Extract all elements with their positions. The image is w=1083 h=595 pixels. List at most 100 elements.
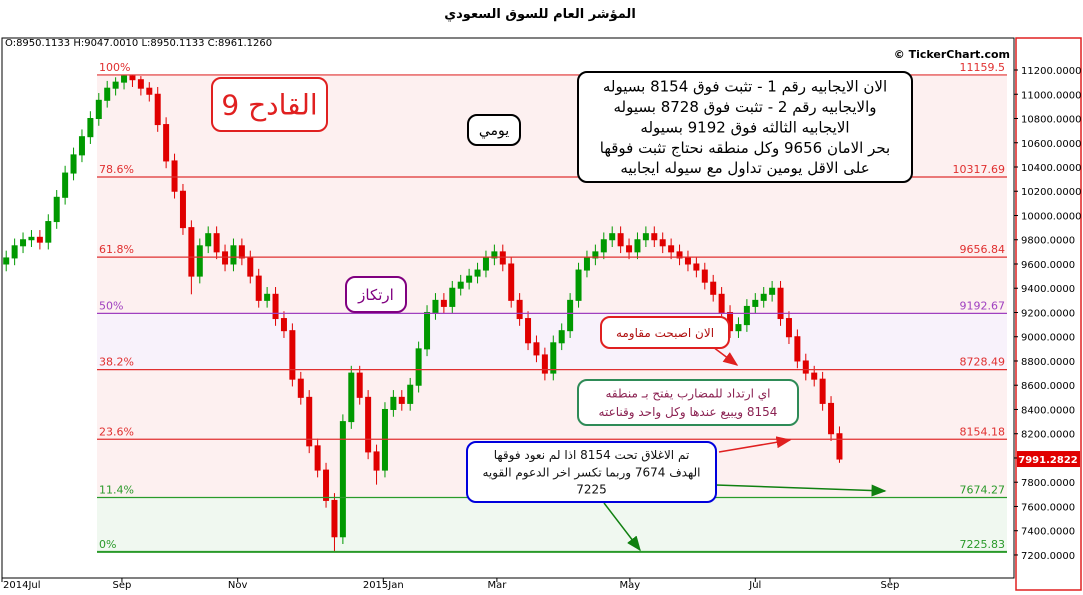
candle-body [828,402,835,435]
candle-body [794,336,801,362]
y-tick-label: 9000.0000 [1021,333,1075,344]
candle-body [693,263,700,271]
annotation-box [467,114,521,146]
fib-value: 10317.69 [953,163,1006,176]
candle-body [701,269,708,283]
candle-body [626,245,633,253]
candle-body [390,396,397,410]
fib-value: 7225.83 [960,538,1006,551]
candle-body [508,263,515,301]
fib-percent: 50% [99,299,123,312]
candle-body [78,136,85,156]
x-tick-label: 2014Jul [3,580,41,591]
annotation-box [600,316,730,349]
candle-body [11,245,18,259]
arrows [603,346,887,552]
candle-body [777,287,784,320]
candle-body [482,257,489,271]
candle-body [819,378,826,404]
candle-body [752,299,759,307]
candle-body [3,257,10,265]
fib-value: 8154.18 [960,425,1006,438]
candle-body [365,396,372,453]
candle-body [541,354,548,374]
candle-body [710,281,717,295]
annotation-text: الايجابيه الثالثه فوق 9192 بسيوله [640,118,849,136]
fib-percent: 61.8% [99,243,134,256]
y-tick-label: 8800.0000 [1021,357,1075,368]
y-tick-label: 7800.0000 [1021,478,1075,489]
candle-body [516,299,523,320]
candle-body [356,372,363,398]
candle-body [499,251,506,265]
candle-body [440,299,447,307]
fib-value: 7674.27 [960,483,1006,496]
fib-percent: 11.4% [99,483,134,496]
candle-body [466,275,473,283]
x-tick-label: Nov [228,580,248,591]
y-tick-label: 9200.0000 [1021,308,1075,319]
candle-body [53,196,60,223]
candle-body [280,318,287,332]
annotation-text: ارتكاز [357,286,394,304]
fib-band [97,176,1007,258]
annotation-text: اي ارتداد للمضارب يفتح بـ منطقه [606,387,771,402]
x-tick-label: Jul [748,580,761,591]
y-tick-label: 10400.0000 [1021,163,1081,174]
annotation-box [577,71,913,183]
candle-body [676,251,683,259]
candle-body [491,251,498,259]
candle-body [205,233,212,247]
candle-body [36,236,43,243]
candle-body [634,239,641,253]
candle-body [213,233,220,253]
y-tick-label: 9400.0000 [1021,284,1075,295]
y-tick-label: 7600.0000 [1021,502,1075,513]
annotation-text: الان اصبحت مقاومه [616,326,714,341]
candle-body [171,160,178,192]
y-tick-label: 9600.0000 [1021,260,1075,271]
fib-percent: 0% [99,538,116,551]
candle-body [398,396,405,404]
y-tick-label: 7200.0000 [1021,551,1075,562]
candle-body [651,233,658,241]
candle-body [230,245,237,265]
annotation-text: القادح 9 [221,89,317,122]
ohlc-info: O:8950.1133 H:9047.0010 L:8950.1133 C:89… [5,38,272,49]
candle-body [196,245,203,277]
candle-body [70,154,77,174]
candle-body [760,293,767,301]
candle-body [154,93,161,126]
candle-body [533,342,540,356]
fib-percent: 78.6% [99,163,134,176]
candle-body [474,269,481,277]
arrow [603,502,641,552]
candle-body [297,378,304,398]
candle-body [769,287,776,295]
annotation-text: يومي [479,123,509,139]
last-price-tag [1017,451,1080,468]
annotation-text: على الاقل يومين تداول مع سيوله ايجابيه [620,159,869,177]
candle-body [238,245,245,259]
fib-band [97,497,1007,552]
candle-body [415,348,422,386]
candle-body [668,245,675,253]
candle-body [659,239,666,247]
x-tick-label: Sep [113,580,132,591]
candle-body [255,275,262,301]
candle-body [525,318,532,344]
candle-body [449,287,456,307]
chart-title: المؤشر العام للسوق السعودي [444,7,636,22]
candle-body [323,469,330,501]
candle-body [87,118,94,138]
arrow [718,436,792,453]
y-tick-label: 8600.0000 [1021,381,1075,392]
y-tick-label: 7400.0000 [1021,527,1075,538]
candle-body [289,330,296,380]
candle-body [432,299,439,313]
arrow [715,484,887,497]
candle-body [592,251,599,259]
candle-body [583,257,590,271]
annotation-text: والايجابيه رقم 2 - تثبت فوق 8728 بسيوله [613,98,876,116]
annotation-text: 8154 ويبيع عندها وكل واحد وقناعته [599,405,778,420]
